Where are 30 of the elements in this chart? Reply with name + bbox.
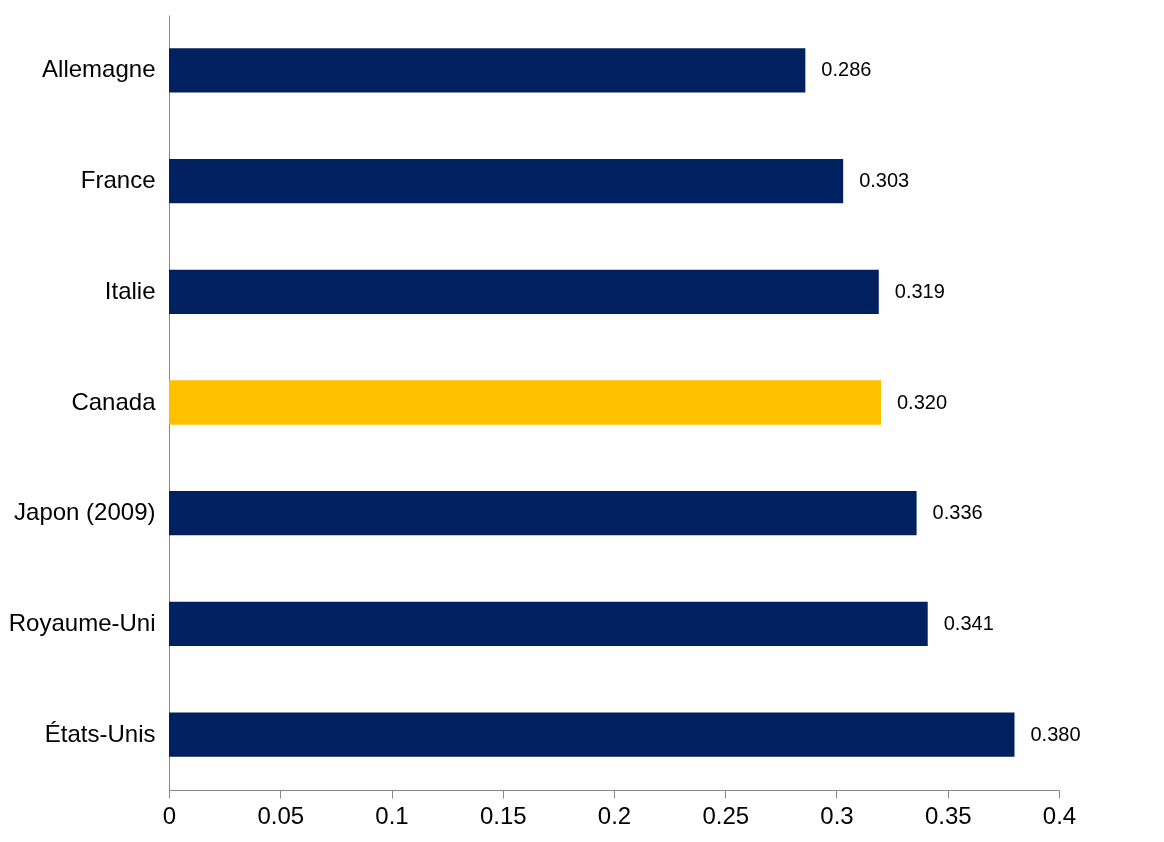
bar (169, 158, 844, 204)
bar (169, 491, 917, 536)
data-label: 0.341 (943, 611, 994, 634)
y-tick-label: États-Unis (44, 719, 156, 747)
y-tick-label: Canada (71, 387, 157, 415)
data-label: 0.336 (932, 501, 983, 524)
y-tick-label: France (80, 166, 156, 194)
x-tick-label: 0.1 (375, 801, 409, 829)
y-tick-label: Italie (104, 276, 156, 304)
bar (169, 601, 928, 647)
data-label: 0.319 (894, 279, 945, 302)
y-tick-label: Royaume-Uni (8, 608, 156, 636)
x-tick-label: 0.35 (924, 801, 972, 829)
data-label: 0.286 (821, 58, 872, 81)
bar (169, 269, 879, 314)
x-tick-label: 0.25 (702, 801, 750, 829)
x-tick-label: 0.2 (597, 801, 632, 829)
data-label: 0.380 (1030, 722, 1081, 745)
x-tick-label: 0.15 (479, 801, 527, 829)
bar (169, 712, 1015, 757)
y-tick-label: Japon (2009) (14, 498, 156, 526)
x-tick-label: 0.4 (1042, 801, 1077, 829)
data-label: 0.303 (859, 169, 910, 192)
bar (169, 48, 806, 93)
x-tick-label: 0.05 (257, 801, 305, 829)
x-tick-label: 0 (162, 801, 177, 829)
x-tick-label: 0.3 (820, 801, 854, 829)
y-tick-label: Allemagne (42, 55, 156, 83)
data-label: 0.320 (897, 390, 948, 413)
bar (169, 380, 881, 425)
